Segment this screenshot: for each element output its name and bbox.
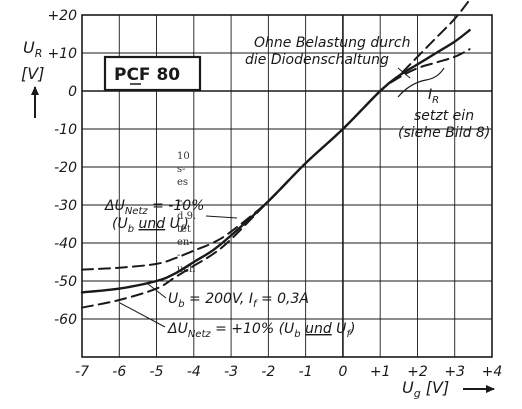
annotation-ohne-line1: Ohne Belastung durch [254,35,410,51]
tube-label: PCF 80 [103,55,202,92]
text-fragment: r- [177,198,186,209]
annotation-ohne-leader [397,67,411,79]
x-tick-labels: -7 -6 -5 -4 -3 -2 -1 0 +1 +2 +3 +4 [75,364,502,380]
x-tick-label: -7 [75,364,89,380]
annotation-netz-plus: ΔUNetz = +10% (Ub und Uf) [167,321,355,340]
y-tick-label: -30 [54,198,77,214]
y-tick-label: -50 [54,274,77,290]
x-tick-label: -4 [187,364,201,380]
y-axis-title: UR [23,38,42,60]
annotation-netz-plus-leader [119,302,166,328]
y-tick-label: -60 [54,312,77,328]
text-fragment: en- [177,237,193,248]
annotation-ohne-line2: die Diodenschaltung [245,52,389,68]
plot-frame [81,14,493,358]
x-tick-label: -2 [261,364,275,380]
y-tick-label: -40 [54,236,77,252]
y-tick-label: -20 [54,160,77,176]
y-tick-labels: +20 +10 0 -10 -20 -30 -40 -50 -60 [47,8,77,328]
y-tick-label: +20 [47,8,77,24]
x-tick-label: +3 [444,364,465,380]
annotation-netz-minus-leader [205,215,238,219]
x-tick-label: -6 [112,364,126,380]
x-tick-label: +2 [407,364,428,380]
annotation-setzt: setzt ein [414,108,474,124]
text-fragment: es [177,177,189,188]
x-tick-label: 0 [338,364,347,380]
y-tick-label: 0 [68,84,77,100]
y-tick-label: -10 [54,122,77,138]
x-tick-label: +1 [370,364,391,380]
text-fragment: tet [177,224,191,235]
y-axis-unit: [V] [21,64,44,83]
x-tick-label: -5 [150,364,164,380]
x-tick-label: +4 [482,364,503,380]
text-fragment: d 9. [177,211,197,222]
x-tick-label: -1 [299,364,313,380]
tube-label-text: PCF 80 [114,65,180,85]
annotation-siehe: (siehe Bild 8) [398,125,490,141]
tube-label-box [103,55,202,92]
text-fragment: 10 [177,151,190,162]
curves [80,0,471,309]
x-tick-label: -3 [224,364,238,380]
series-line-3-dashed [81,48,471,309]
y-tick-label: +10 [47,46,77,62]
ir-leader [397,67,445,98]
annotation-netz-minus-line1: ΔUNetz = -10% [104,198,204,217]
annotation-ir: IR [428,87,439,106]
text-fragment: - [177,250,181,261]
text-fragment: s- [177,164,186,175]
annotation-netz-minus-line2: (Ub und Uf) [112,216,189,235]
annotation-ub: Ub = 200V, If = 0,3A [168,291,309,310]
x-axis-title: Ug [V] [402,378,449,400]
annotations: Ohne Belastung durch die Diodenschaltung… [104,35,490,340]
annotation-ub-leader [147,283,167,299]
